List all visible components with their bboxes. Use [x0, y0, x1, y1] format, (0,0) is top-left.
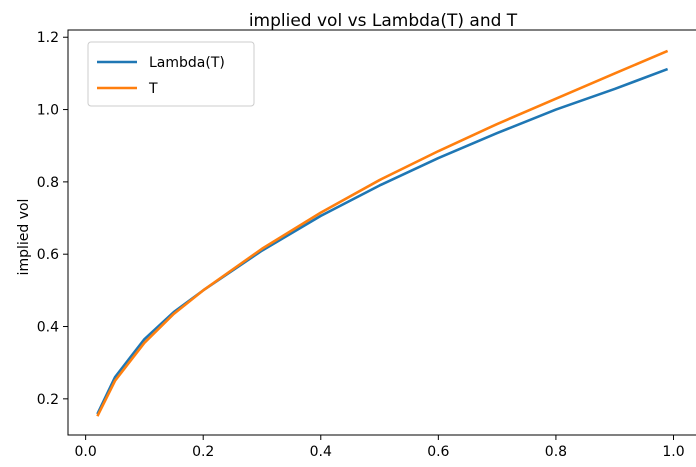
x-tick-label: 0.6 [427, 444, 449, 460]
legend-box [87, 41, 255, 107]
y-tick-label: 0.6 [37, 247, 59, 263]
y-tick-label: 1.2 [37, 30, 59, 46]
legend-label-t: T [148, 81, 158, 97]
x-axis-ticks: 0.0 0.2 0.4 0.6 0.8 1.0 [75, 435, 685, 460]
series-layer [96, 49, 669, 417]
y-tick-label: 1.0 [37, 103, 59, 119]
y-axis-ticks: 0.2 0.4 0.6 0.8 1.0 1.2 [37, 30, 68, 408]
plot-frame [67, 29, 696, 436]
y-tick-label: 0.4 [37, 320, 59, 336]
x-tick-label: 0.2 [192, 444, 214, 460]
y-axis-label: implied vol [16, 199, 32, 276]
x-tick-label: 0.4 [310, 444, 332, 460]
y-tick-label: 0.8 [37, 175, 59, 191]
x-tick-label: 0.0 [75, 444, 97, 460]
series-line-t [96, 49, 669, 417]
series-line-lambda-t [96, 67, 669, 415]
y-tick-label: 0.2 [37, 392, 59, 408]
legend: Lambda(T) T [87, 41, 255, 107]
legend-label-lambda: Lambda(T) [149, 55, 225, 71]
chart-title: implied vol vs Lambda(T) and T [249, 11, 518, 31]
x-tick-label: 0.8 [545, 444, 567, 460]
x-tick-label: 1.0 [662, 444, 684, 460]
